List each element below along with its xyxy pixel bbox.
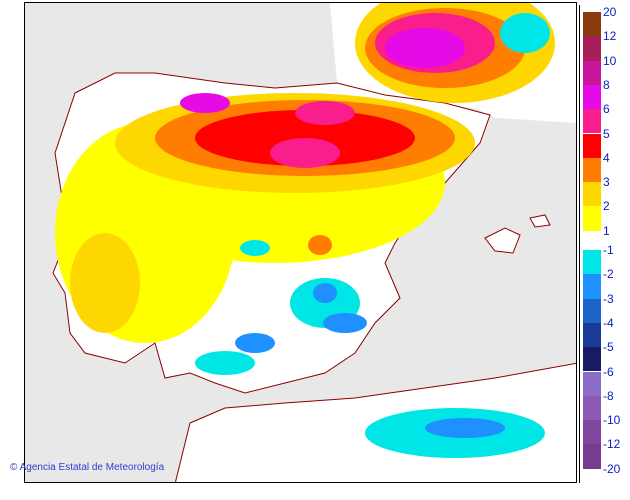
- legend-swatch: [583, 371, 601, 396]
- legend-label: 3: [603, 175, 610, 190]
- positive-anomalies: [55, 3, 555, 343]
- legend-label: -12: [603, 437, 621, 452]
- legend-swatch: [583, 36, 601, 61]
- legend-swatch: [583, 444, 601, 469]
- legend-label: -10: [603, 413, 621, 428]
- credit-text: Agencia Estatal de Meteorología: [19, 462, 165, 473]
- legend-label: -1: [603, 243, 614, 257]
- legend-swatch: [583, 274, 601, 299]
- legend-label: -20: [603, 461, 621, 476]
- legend-swatch: [583, 60, 601, 85]
- legend-label: 4: [603, 150, 610, 165]
- legend-label: 6: [603, 102, 610, 117]
- legend-swatch: [583, 298, 601, 323]
- credit: © Agencia Estatal de Meteorología: [10, 462, 164, 473]
- legend-swatch: [583, 395, 601, 421]
- legend-label: 20: [603, 5, 617, 19]
- legend-swatch: [583, 84, 601, 110]
- balearic-islands: [484, 214, 551, 254]
- legend-label: -5: [603, 340, 614, 355]
- negative-anomalies: [195, 13, 550, 458]
- legend-swatch: [583, 420, 601, 445]
- legend-swatch: [583, 206, 601, 231]
- legend-label: 5: [603, 126, 610, 141]
- legend-swatch: [583, 322, 601, 348]
- legend-swatch: [583, 133, 601, 158]
- legend-swatch: [583, 109, 601, 134]
- legend-label: -3: [603, 291, 614, 306]
- legend-label: 10: [603, 53, 617, 68]
- legend-label: -2: [603, 267, 614, 282]
- legend-label: -6: [603, 364, 614, 379]
- legend-swatch: [583, 12, 601, 37]
- map-svg: [52, 3, 576, 482]
- legend-label: 1: [603, 223, 610, 238]
- legend: 20 12 10 8 6 5 4 3 2 1 -1 -2 -3 -4 -5 -6 -8 -10 -12 -20: [583, 6, 623, 482]
- legend-swatch: [583, 182, 601, 207]
- legend-label: 2: [603, 199, 610, 214]
- legend-label: -4: [603, 315, 614, 330]
- legend-label: 12: [603, 29, 617, 44]
- legend-label: -8: [603, 388, 614, 403]
- anomaly-map: [24, 2, 577, 483]
- legend-swatch: [583, 157, 601, 183]
- legend-divider: [579, 5, 580, 483]
- legend-label: 8: [603, 77, 610, 92]
- legend-swatch: [583, 250, 601, 275]
- legend-swatch: [583, 347, 601, 372]
- copyright-icon: ©: [10, 462, 18, 473]
